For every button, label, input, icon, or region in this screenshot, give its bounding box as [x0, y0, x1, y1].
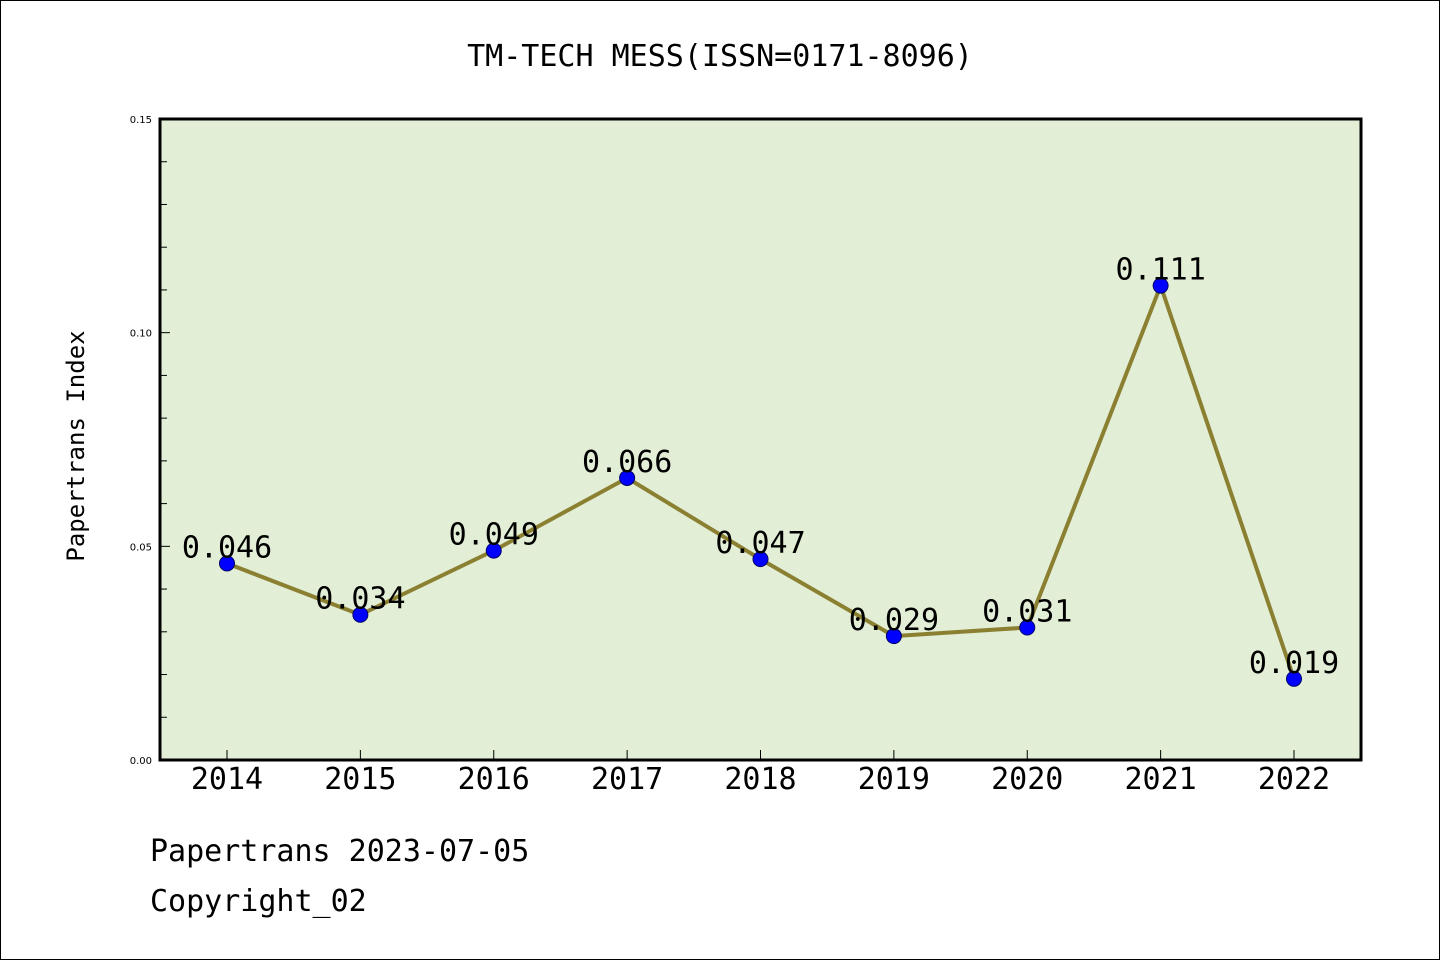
data-label: 0.049	[449, 518, 539, 553]
x-tick-label: 2017	[591, 762, 663, 797]
data-label: 0.066	[582, 445, 672, 480]
x-tick-label: 2018	[724, 762, 796, 797]
y-tick-label: 0.00	[130, 756, 152, 767]
y-tick-label: 0.15	[130, 115, 152, 126]
chart-title: TM-TECH MESS(ISSN=0171-8096)	[467, 39, 973, 74]
x-tick-label: 2014	[191, 762, 263, 797]
data-point-marker	[1286, 670, 1302, 687]
x-tick-label: 2021	[1125, 762, 1197, 797]
data-point-marker	[219, 555, 235, 572]
y-axis-label: Papertrans Index	[62, 330, 90, 561]
y-axis: 0.00 0.05 0.10 0.15	[130, 115, 170, 767]
y-tick-label: 0.05	[130, 542, 152, 553]
data-point-marker	[485, 542, 502, 559]
marker-group	[219, 277, 1302, 687]
data-label: 0.046	[182, 530, 272, 565]
data-point-marker	[1152, 277, 1169, 294]
data-point-marker	[619, 469, 636, 486]
x-axis: 2014 2015 2016 2017 2018 2019 2020 2021 2022	[191, 750, 1330, 797]
y-tick-label: 0.10	[130, 329, 152, 340]
data-label-group: 0.046 0.034 0.049 0.066 0.047 0.029 0.031 0.111…	[182, 253, 1339, 681]
plot-area	[158, 117, 1363, 762]
x-tick-label: 2020	[991, 762, 1063, 797]
x-tick-label: 2015	[324, 762, 396, 797]
data-label: 0.047	[715, 526, 805, 561]
data-label: 0.031	[982, 595, 1072, 630]
data-label: 0.019	[1249, 646, 1339, 681]
data-point-marker	[1019, 619, 1036, 636]
data-label: 0.111	[1115, 253, 1205, 288]
x-tick-label: 2022	[1258, 762, 1330, 797]
data-point-marker	[752, 551, 769, 568]
data-label: 0.034	[315, 582, 405, 617]
data-point-marker	[885, 628, 902, 645]
data-label: 0.029	[849, 603, 939, 638]
data-point-marker	[352, 606, 369, 623]
footer-copyright: Copyright_02	[150, 884, 367, 919]
footer-date: Papertrans 2023-07-05	[150, 834, 530, 869]
x-tick-label: 2019	[858, 762, 930, 797]
x-tick-label: 2016	[458, 762, 530, 797]
